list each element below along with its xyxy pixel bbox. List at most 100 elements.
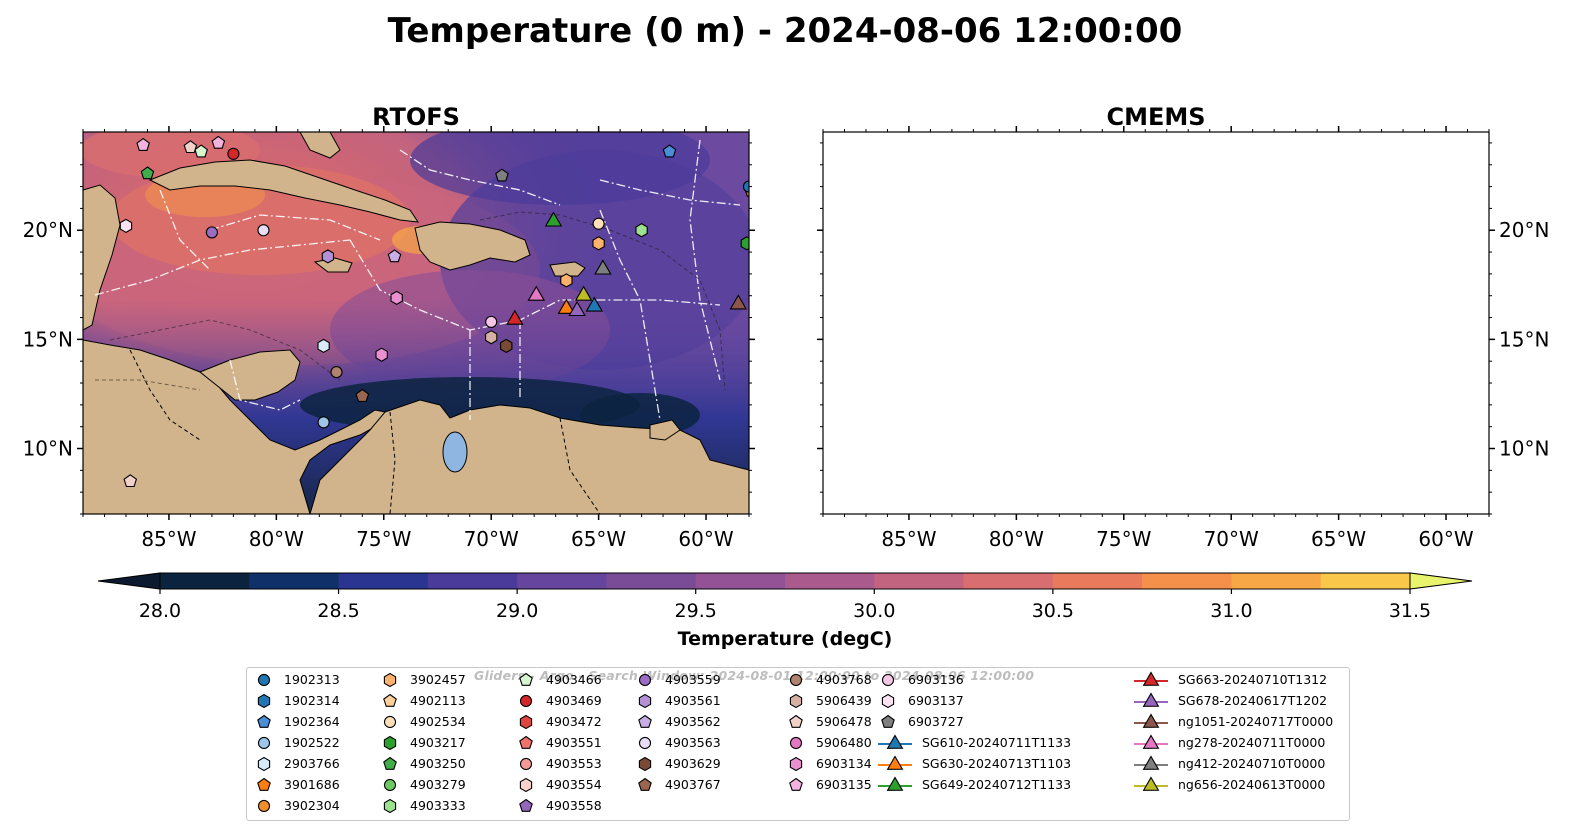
panel-title-rtofs: RTOFS xyxy=(372,103,460,131)
legend-marker xyxy=(638,714,652,728)
pentagon-marker-icon xyxy=(257,777,271,791)
legend-marker xyxy=(789,673,803,686)
land-cuba xyxy=(148,159,420,223)
legend-entry-label: SG663-20240710T1312 xyxy=(1178,672,1328,687)
argo-marker-5906439 xyxy=(1226,331,1237,344)
glider-marker-SG649-20240712T1133 xyxy=(1286,213,1302,227)
legend-entry: SG678-20240617T1202 xyxy=(1132,690,1333,711)
eez-boundaries xyxy=(835,140,1480,420)
legend-column: 4903466 4903469 4903472 4903551 4903553 49035… xyxy=(514,669,602,816)
glider-marker-SG678-20240617T1202 xyxy=(568,300,586,317)
legend-entry-label: 4903250 xyxy=(410,756,466,771)
argo-marker-1902364 xyxy=(662,144,677,158)
ocean-upwelling xyxy=(1320,393,1440,437)
argo-marker-6903134 xyxy=(375,347,388,362)
argo-marker-4903629 xyxy=(500,338,513,354)
legend-entry-label: 4903217 xyxy=(410,735,466,750)
legend-entry-label: 5906480 xyxy=(816,735,872,750)
pentagon-marker-icon xyxy=(789,714,803,728)
colorbar-tick-label: 31.0 xyxy=(1210,600,1252,622)
land-trinidad xyxy=(649,419,681,441)
ocean-warm-region xyxy=(823,132,1489,514)
lon-tick-label: 75°W xyxy=(1096,527,1151,551)
ocean-warm-core xyxy=(840,160,1140,270)
legend-entry-label: ng1051-20240717T0000 xyxy=(1178,714,1334,729)
pentagon-marker-icon xyxy=(519,798,533,812)
circle-marker-icon xyxy=(789,673,803,686)
legend-marker xyxy=(257,756,271,771)
legend-entry-label: 4903333 xyxy=(410,798,466,813)
legend-column: 4903768 5906439 5906478 5906480 6903134 69031… xyxy=(784,669,872,795)
lon-tick-label: 65°W xyxy=(571,527,626,551)
land-honduras-coast xyxy=(940,350,1040,400)
colorbar-segment xyxy=(160,573,250,589)
legend-marker xyxy=(1142,712,1160,728)
glider-marker-SG610-20240711T1133 xyxy=(1327,298,1343,312)
argo-marker-2903766 xyxy=(317,338,330,354)
triangle-marker-icon xyxy=(1134,754,1168,770)
colorbar-segment xyxy=(695,573,786,589)
legend-entry-label: 4903551 xyxy=(546,735,602,750)
legend-entry-label: 4903554 xyxy=(546,777,602,792)
legend-marker xyxy=(519,694,533,707)
legend-entry: 4903558 xyxy=(514,795,602,816)
hexagon-marker-icon xyxy=(519,714,533,729)
legend-entry: 4902113 xyxy=(378,690,466,711)
argo-marker-4903768 xyxy=(1071,367,1082,378)
argo-marker-4903629 xyxy=(1241,339,1252,352)
legend-entry: 4903551 xyxy=(514,732,602,753)
country-borders xyxy=(129,349,601,514)
lon-tick-label: 85°W xyxy=(141,527,196,551)
colorbar-tick-label: 28.5 xyxy=(317,600,359,622)
argo-marker-4902534 xyxy=(592,217,605,230)
argo-marker-4902534 xyxy=(1333,218,1344,229)
glider-marker-SG630-20240713T1103 xyxy=(1299,300,1315,314)
hexagon-marker-icon xyxy=(383,672,397,687)
legend-column: 3902457 4902113 4902534 4903217 4903250 49032… xyxy=(378,669,466,816)
legend-marker xyxy=(519,798,533,812)
legend-entry: 4903563 xyxy=(633,732,721,753)
argo-marker-4903562 xyxy=(387,249,402,263)
legend-marker xyxy=(383,672,397,687)
observation-markers-cmems xyxy=(860,136,1497,486)
legend-column: SG663-20240710T1312 SG678-20240617T1202 ng… xyxy=(1132,669,1333,795)
legend-entry: 3902457 xyxy=(378,669,466,690)
argo-marker-4903561 xyxy=(321,249,335,264)
ocean-upwelling xyxy=(1040,377,1380,433)
ocean-warm-band xyxy=(800,175,1280,365)
legend-entry-label: SG649-20240712T1133 xyxy=(922,777,1072,792)
legend-marker xyxy=(881,693,895,708)
argo-marker-4903466 xyxy=(194,144,208,158)
legend-entry: 4903629 xyxy=(633,753,721,774)
circle-marker-icon xyxy=(383,715,397,728)
argo-marker-4903561 xyxy=(1062,250,1073,263)
colorbar-tick-label: 31.5 xyxy=(1389,600,1431,622)
glider-marker-ng1051-20240717T0000 xyxy=(729,294,748,310)
lat-tick-label: 10°N xyxy=(1499,437,1549,461)
colorbar-tick-label: 30.0 xyxy=(853,600,895,622)
colorbar-segment xyxy=(785,573,875,589)
colorbar-segment xyxy=(249,573,340,589)
argo-marker-4903217 xyxy=(740,236,749,251)
legend-marker xyxy=(638,693,652,708)
lon-tick-label: 70°W xyxy=(1204,527,1259,551)
argo-marker-6903135 xyxy=(211,135,226,149)
legend-entry-label: ng412-20240710T0000 xyxy=(1178,756,1326,771)
legend-marker xyxy=(881,673,895,686)
legend-marker xyxy=(383,798,397,813)
legend-marker xyxy=(1142,775,1160,791)
legend-entry: 1902314 xyxy=(252,690,340,711)
legend-marker xyxy=(257,777,271,791)
legend-entry-label: 6903137 xyxy=(908,693,964,708)
lat-tick-label: 15°N xyxy=(1499,327,1549,351)
ocean-hot-spot xyxy=(1132,226,1188,254)
triangle-marker-icon xyxy=(1134,733,1168,749)
argo-marker-1902522 xyxy=(317,416,330,429)
legend-entry-label: 4903562 xyxy=(665,714,721,729)
pentagon-marker-icon xyxy=(789,777,803,791)
legend-entry: 6903135 xyxy=(784,774,872,795)
legend-marker xyxy=(383,756,397,770)
argo-marker-4903250 xyxy=(881,167,893,179)
colorbar: 28.0 28.5 29.0 29.5 30.0 30.5 31.0 31.5 xyxy=(97,572,1473,622)
